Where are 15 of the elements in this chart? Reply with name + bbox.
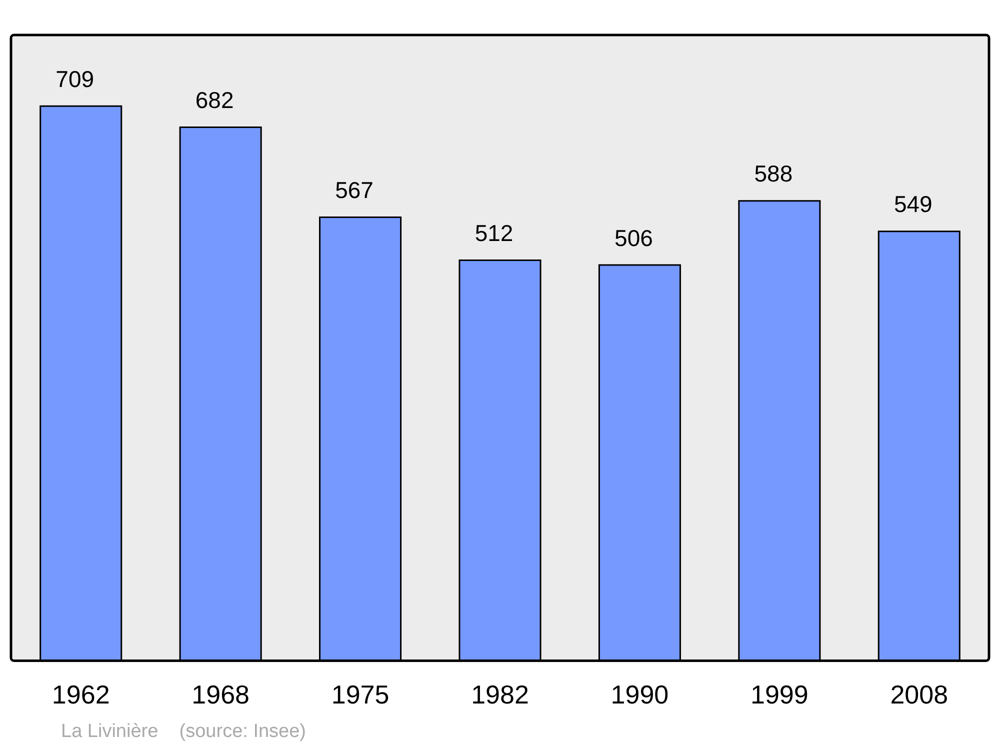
data-label: 506: [614, 224, 653, 251]
x-tick-label: 2008: [890, 680, 948, 710]
data-label: 567: [335, 177, 374, 204]
x-tick-label: 1962: [52, 680, 110, 710]
data-label: 709: [56, 66, 94, 92]
text: La Livinière (source: Insee): [61, 721, 306, 742]
data-label: 549: [894, 191, 932, 218]
x-tick-label: 1982: [471, 680, 529, 710]
data-label: 588: [754, 160, 793, 187]
data-label: 512: [474, 220, 514, 246]
data-label: 682: [195, 87, 234, 114]
x-tick-label: 1990: [610, 680, 669, 710]
x-tick-label: 1968: [192, 680, 250, 710]
x-tick-label: 1975: [331, 680, 390, 710]
x-tick-label: 1999: [750, 680, 808, 710]
